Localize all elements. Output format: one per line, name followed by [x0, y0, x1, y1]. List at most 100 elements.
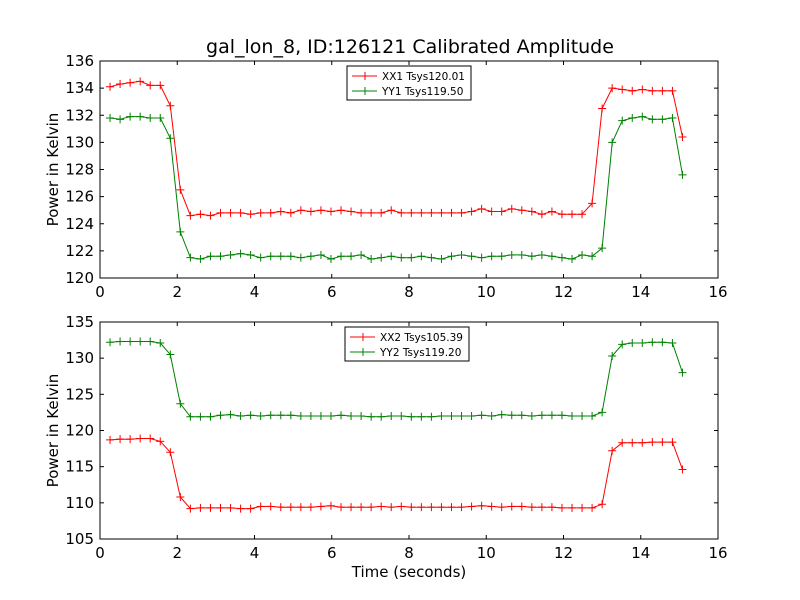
data-point — [377, 412, 386, 421]
legend-entry: YY1 Tsys119.50 — [381, 86, 463, 98]
data-point — [246, 504, 255, 513]
data-point — [226, 410, 235, 419]
data-point — [316, 250, 325, 259]
y-tick-label: 132 — [65, 106, 94, 124]
data-point — [497, 410, 506, 419]
legend-box — [344, 326, 470, 362]
data-point — [447, 208, 456, 217]
data-point — [156, 338, 165, 347]
data-point — [497, 207, 506, 216]
legend-entry: XX1 Tsys120.01 — [382, 71, 465, 83]
data-point — [658, 86, 667, 95]
data-point — [598, 408, 607, 417]
data-point — [668, 338, 677, 347]
data-point — [256, 253, 265, 262]
data-point — [668, 113, 677, 122]
data-point — [437, 412, 446, 421]
data-point — [337, 206, 346, 215]
x-tick-label: 4 — [250, 283, 260, 301]
data-point — [236, 208, 245, 217]
data-point — [136, 337, 145, 346]
data-point — [608, 138, 617, 147]
figure-title: gal_lon_8, ID:126121 Calibrated Amplitud… — [206, 36, 614, 58]
data-point — [306, 207, 315, 216]
data-point — [306, 252, 315, 261]
y-tick-label: 126 — [65, 188, 94, 206]
data-point — [407, 412, 416, 421]
data-point — [186, 253, 195, 262]
data-point — [447, 252, 456, 261]
data-point — [507, 250, 516, 259]
data-point — [618, 85, 627, 94]
y-tick-label: 122 — [65, 242, 94, 260]
x-tick-label: 8 — [404, 283, 414, 301]
data-point — [326, 501, 335, 510]
data-point — [417, 503, 426, 512]
data-point — [296, 206, 305, 215]
data-point — [357, 412, 366, 421]
data-point — [387, 252, 396, 261]
data-point — [116, 115, 125, 124]
x-axis-label: Time (seconds) — [351, 563, 467, 581]
data-point — [206, 252, 215, 261]
data-point — [547, 207, 556, 216]
data-point — [678, 132, 687, 141]
data-point — [417, 252, 426, 261]
data-point — [477, 411, 486, 420]
legend-marker — [361, 72, 369, 80]
data-point — [186, 412, 195, 421]
data-point — [166, 350, 175, 359]
data-point — [397, 208, 406, 217]
data-point — [658, 438, 667, 447]
data-point — [126, 337, 135, 346]
data-point — [507, 502, 516, 511]
data-point — [407, 253, 416, 262]
data-point — [176, 493, 185, 502]
data-point — [557, 411, 566, 420]
data-point — [457, 250, 466, 259]
data-point — [678, 170, 687, 179]
data-point — [226, 208, 235, 217]
data-point — [467, 207, 476, 216]
y-tick-label: 110 — [65, 494, 94, 512]
data-point — [668, 86, 677, 95]
data-point — [206, 412, 215, 421]
data-point — [578, 503, 587, 512]
data-point — [226, 250, 235, 259]
y-tick-label: 124 — [65, 215, 94, 233]
data-point — [467, 252, 476, 261]
plot-top: 0 2 4 6 8 10 12 14 16 120 122 124 126 128 130 132 134 136… — [44, 52, 728, 301]
data-point — [266, 411, 275, 420]
data-point — [437, 255, 446, 264]
data-point — [397, 253, 406, 262]
data-point — [196, 255, 205, 264]
data-point — [527, 503, 536, 512]
data-point — [477, 501, 486, 510]
data-point — [357, 250, 366, 259]
x-tick-label: 6 — [327, 283, 337, 301]
data-point — [266, 252, 275, 261]
data-point — [537, 411, 546, 420]
data-point — [186, 504, 195, 513]
data-point — [628, 113, 637, 122]
x-tick-label: 8 — [404, 544, 414, 562]
data-point — [286, 411, 295, 420]
x-tick-label: 0 — [95, 544, 105, 562]
data-point — [427, 412, 436, 421]
legend-entry: YY2 Tsys119.20 — [379, 347, 461, 359]
y-tick-label: 120 — [65, 422, 94, 440]
data-point — [347, 412, 356, 421]
data-point — [146, 337, 155, 346]
series-line-xx2 — [109, 438, 683, 510]
data-point — [146, 434, 155, 443]
data-point — [457, 208, 466, 217]
data-point — [166, 448, 175, 457]
data-point — [638, 438, 647, 447]
data-point — [176, 227, 185, 236]
data-point — [387, 503, 396, 512]
data-point — [457, 503, 466, 512]
data-point — [357, 503, 366, 512]
data-point — [658, 338, 667, 347]
data-point — [618, 116, 627, 125]
x-tick-label: 2 — [172, 283, 182, 301]
